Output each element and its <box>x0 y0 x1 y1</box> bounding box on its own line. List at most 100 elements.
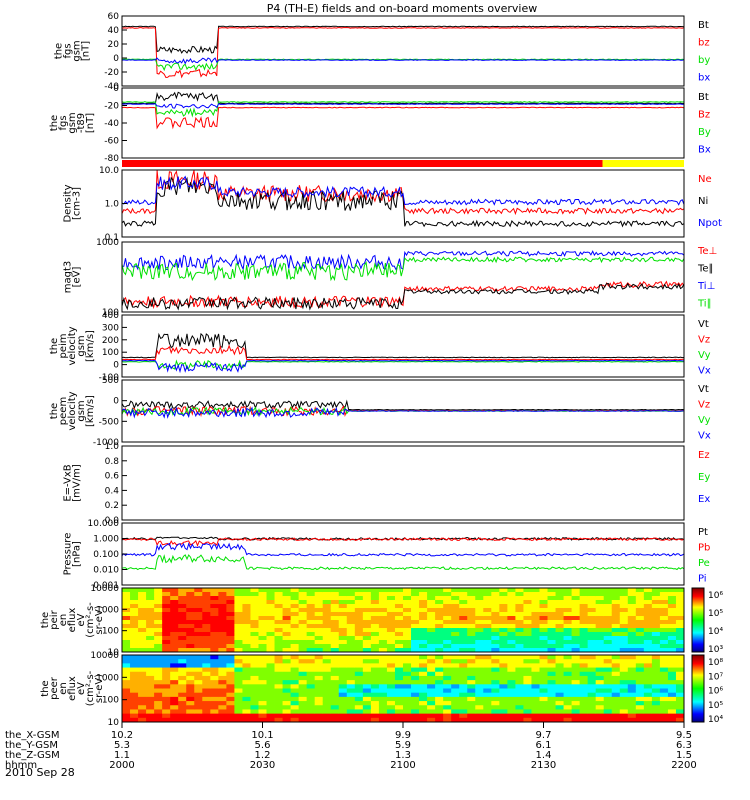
spectrogram-cell <box>403 612 412 617</box>
spectrogram-cell <box>467 701 476 706</box>
spectrogram-cell <box>314 709 324 715</box>
spectrogram-cell <box>427 701 436 706</box>
spectrogram-cell <box>619 604 629 609</box>
spectrogram-cell <box>595 600 605 605</box>
spectrogram-cell <box>531 684 540 689</box>
spectrogram-cell <box>370 620 380 625</box>
spectrogram-cell <box>394 684 404 689</box>
spectrogram-cell <box>555 608 564 613</box>
spectrogram-cell <box>643 671 653 677</box>
spectrogram-cell <box>130 628 139 633</box>
spectrogram-cell <box>298 612 308 617</box>
spectrogram-cell <box>483 680 492 685</box>
spectrogram-cell <box>250 612 259 617</box>
spectrogram-cell <box>354 628 364 633</box>
spectrogram-cell <box>370 636 380 641</box>
panel-frame <box>121 15 685 87</box>
spectrogram-cell <box>210 692 219 698</box>
spectrogram-cell <box>154 667 163 673</box>
spectrogram-cell <box>234 624 243 629</box>
spectrogram-cell <box>563 648 572 653</box>
spectrogram-cell <box>571 644 581 649</box>
spectrogram-cell <box>354 612 364 617</box>
panel-frame <box>121 314 685 378</box>
spectrogram-cell <box>491 596 500 601</box>
spectrogram-cell <box>443 600 452 605</box>
spectrogram-cell <box>378 675 388 681</box>
spectrogram-cell <box>266 588 275 593</box>
spectrogram-cell <box>394 636 404 641</box>
spectrogram-cell <box>282 659 291 664</box>
spectrogram-cell <box>242 667 251 673</box>
spectrogram-cell <box>483 620 492 625</box>
spectrogram-cell <box>314 671 324 677</box>
spectrogram-cell <box>322 701 332 706</box>
legend-entry: Pb <box>698 543 710 554</box>
spectrogram-cell <box>250 616 259 621</box>
spectrogram-cell <box>651 640 661 645</box>
spectrogram-cell <box>282 671 291 677</box>
spectrogram-cell <box>146 705 155 710</box>
spectrogram-cell <box>435 596 444 601</box>
spectrogram-cell <box>435 659 444 664</box>
spectrogram-cell <box>539 604 548 609</box>
spectrogram-cell <box>475 655 484 660</box>
spectrogram-cell <box>403 636 412 641</box>
spectrogram-cell <box>298 588 308 593</box>
spectrogram-cell <box>194 644 203 649</box>
legend-entry: Te⊥ <box>697 246 717 257</box>
spectrogram-cell <box>210 663 219 668</box>
spectrogram-cell <box>483 684 492 689</box>
spectrogram-cell <box>675 592 685 597</box>
spectrogram-cell <box>258 616 267 621</box>
spectrogram-cell <box>475 636 484 641</box>
spectrogram-cell <box>338 675 348 681</box>
spectrogram-cell <box>643 636 653 641</box>
spectrogram-cell <box>154 717 163 723</box>
spectrogram-cell <box>322 624 332 629</box>
y-tick-label: 1.0 <box>105 442 120 452</box>
spectrogram-cell <box>130 713 139 719</box>
spectrogram-cell <box>226 628 235 633</box>
spectrogram-cell <box>603 659 613 664</box>
spectrogram-cell <box>258 713 267 719</box>
spectrogram-cell <box>354 600 364 605</box>
spectrogram-cell <box>515 608 524 613</box>
spectrogram-cell <box>138 667 147 673</box>
legend-entry: Pi <box>698 574 707 585</box>
spectrogram-cell <box>571 688 581 694</box>
spectrogram-cell <box>475 632 484 637</box>
spectrogram-cell <box>170 592 179 597</box>
spectrogram-cell <box>330 680 340 685</box>
spectrogram-cell <box>579 628 589 633</box>
spectrogram-cell <box>531 600 540 605</box>
x-axis-value: 1.3 <box>395 750 411 761</box>
spectrogram-cell <box>314 680 324 685</box>
spectrogram-cell <box>130 684 139 689</box>
spectrogram-cell <box>675 620 685 625</box>
spectrogram-cell <box>443 696 452 702</box>
spectrogram-cell <box>443 692 452 698</box>
spectrogram-cell <box>138 604 147 609</box>
spectrogram-cell <box>274 701 283 706</box>
spectrogram-cell <box>507 709 516 715</box>
spectrogram-cell <box>226 680 235 685</box>
spectrogram-cell <box>162 680 171 685</box>
spectrogram-cell <box>266 596 275 601</box>
spectrogram-cell <box>218 612 227 617</box>
spectrogram-cell <box>274 592 283 597</box>
spectrogram-cell <box>587 655 597 660</box>
spectrogram-cell <box>403 600 412 605</box>
spectrogram-cell <box>499 709 508 715</box>
spectrogram-cell <box>427 604 436 609</box>
spectrogram-cell <box>419 659 428 664</box>
spectrogram-cell <box>210 667 219 673</box>
spectrogram-cell <box>234 600 243 605</box>
spectrogram-cell <box>354 620 364 625</box>
spectrogram-cell <box>603 717 613 723</box>
spectrogram-cell <box>675 663 685 668</box>
spectrogram-cell <box>146 640 155 645</box>
spectrogram-cell <box>362 671 372 677</box>
spectrogram-cell <box>507 692 516 698</box>
spectrogram-cell <box>170 717 179 723</box>
